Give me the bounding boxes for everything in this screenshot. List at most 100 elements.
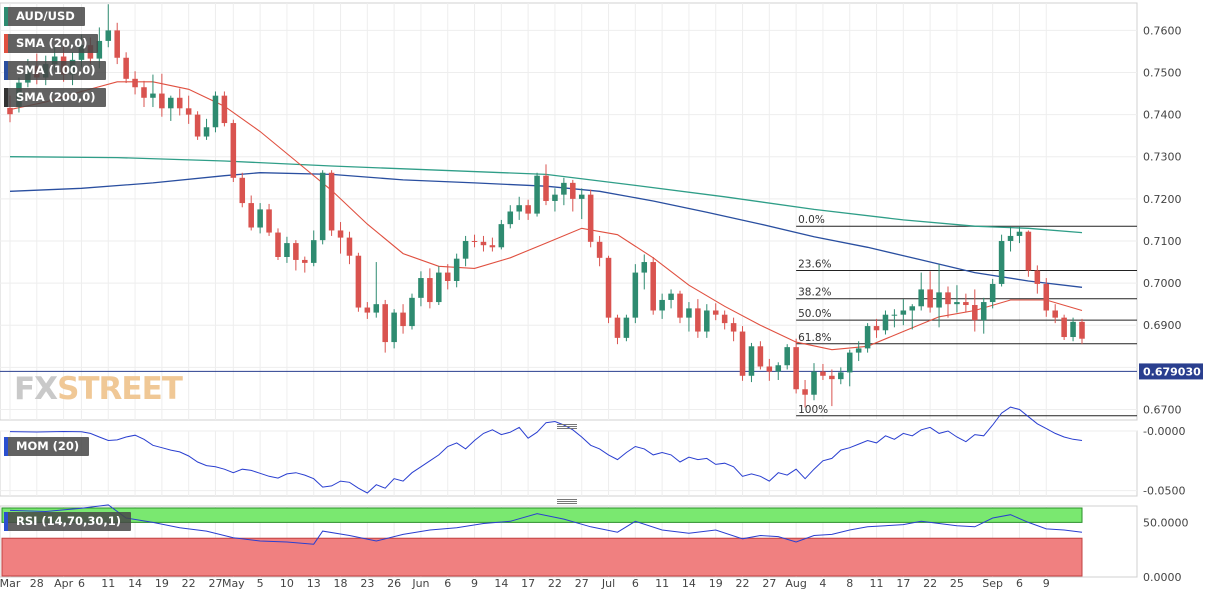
x-tick-label: 27: [208, 577, 222, 590]
legend-swatch: [4, 88, 8, 107]
gridlines: [0, 3, 1137, 577]
rsi-tick-label: 50.0000: [1143, 516, 1189, 529]
x-tick-label: 22: [548, 577, 562, 590]
candle-body: [257, 209, 263, 228]
candle-body: [293, 243, 299, 260]
sma-200-line: [9, 156, 1083, 234]
watermark-fx: FX: [14, 371, 58, 407]
candle-body: [203, 127, 210, 137]
fibonacci-levels: 0.0% 23.6% 38.2% 50.0% 61.8% 100%: [0, 214, 1137, 417]
legend-sma-200[interactable]: SMA (200,0): [4, 88, 106, 107]
price-candles: [7, 4, 1085, 408]
candle-body: [284, 243, 290, 257]
momentum-line: [9, 406, 1083, 494]
legend-swatch: [4, 437, 8, 456]
x-tick-label: 11: [870, 577, 884, 590]
candle-body: [516, 205, 522, 212]
price-tick-label: 0.7200: [1143, 193, 1182, 206]
x-tick-label: 26: [387, 577, 401, 590]
candle-body: [266, 209, 272, 233]
legend-momentum[interactable]: MOM (20): [4, 437, 90, 456]
price-tick-label: 0.7100: [1143, 235, 1182, 248]
legend-aud-usd[interactable]: AUD/USD: [4, 7, 85, 26]
x-tick-label: Jun: [411, 577, 429, 590]
x-tick-label: 27: [575, 577, 589, 590]
legend-label: AUD/USD: [16, 9, 75, 23]
candle-body: [855, 348, 862, 353]
x-tick-label: 6: [632, 577, 639, 590]
x-tick-label: 28: [30, 577, 44, 590]
candle-body: [132, 78, 138, 88]
candle-body: [310, 240, 317, 263]
candle-body: [766, 366, 773, 372]
candle-body: [382, 304, 388, 343]
panel-resize-handle[interactable]: [557, 499, 577, 504]
candle-body: [989, 283, 996, 303]
candle-body: [51, 56, 58, 65]
x-tick-label: 13: [307, 577, 321, 590]
candle-body: [596, 241, 603, 258]
candle-body: [623, 317, 630, 338]
candle-body: [730, 323, 737, 332]
candle-body: [811, 371, 817, 395]
legend-rsi[interactable]: RSI (14,70,30,1): [4, 512, 132, 531]
legend-sma-100[interactable]: SMA (100,0): [4, 61, 106, 80]
fib-level-label: 50.0%: [798, 308, 831, 320]
candle-body: [891, 314, 898, 316]
momentum-panel-frame: [0, 430, 1138, 497]
candle-body: [114, 30, 120, 58]
candle-body: [587, 194, 594, 242]
candle-body: [704, 310, 710, 332]
x-tick-label: 14: [128, 577, 142, 590]
candle-body: [427, 278, 433, 303]
x-tick-label: 17: [521, 577, 535, 590]
axes: 0.7600 0.7500 0.7400 0.7300 0.7200 0.7100 0.70…: [0, 24, 1203, 590]
candle-body: [757, 346, 764, 367]
candle-body: [185, 108, 192, 115]
candle-body: [489, 245, 496, 248]
candle-body: [462, 240, 469, 259]
x-tick-label: 22: [923, 577, 937, 590]
candle-body: [909, 306, 916, 311]
candle-body: [221, 95, 228, 124]
price-tick-label: 0.6700: [1143, 403, 1182, 416]
x-tick-label: 22: [182, 577, 196, 590]
x-tick-label: 6: [1016, 577, 1023, 590]
x-tick-label: 17: [896, 577, 910, 590]
rsi-tick-label: 0.0000: [1143, 571, 1182, 584]
candle-body: [302, 259, 308, 263]
candle-body: [695, 308, 701, 332]
candle-body: [1025, 231, 1032, 271]
candle-body: [1070, 321, 1076, 338]
candle-body: [409, 297, 415, 327]
price-tick-label: 0.7000: [1143, 277, 1182, 290]
price-tick-label: 0.6900: [1143, 319, 1182, 332]
price-tick-label: 0.7300: [1143, 151, 1182, 164]
x-tick-label: 9: [471, 577, 478, 590]
rsi-panel: [1, 504, 1083, 577]
candle-body: [141, 87, 147, 98]
candle-body: [802, 389, 808, 395]
candle-body: [230, 123, 237, 178]
candle-body: [677, 293, 683, 318]
rsi-oversold-zone: [1, 537, 1083, 577]
price-panel-frame: [0, 2, 1138, 421]
x-tick-label: Mar: [0, 577, 21, 590]
candle-body: [1079, 321, 1085, 339]
x-tick-label: 22: [736, 577, 750, 590]
candle-body: [998, 240, 1005, 284]
candle-body: [954, 302, 960, 305]
candle-body: [829, 375, 835, 380]
legend-label: RSI (14,70,30,1): [16, 514, 122, 528]
candle-body: [105, 30, 112, 41]
legend-sma-20[interactable]: SMA (20,0): [4, 34, 98, 53]
x-tick-label: May: [222, 577, 245, 590]
panel-resize-handle[interactable]: [557, 424, 577, 429]
candle-body: [1034, 270, 1041, 284]
candle-body: [337, 230, 344, 238]
candle-body: [194, 114, 201, 137]
moving-averages: [9, 81, 1083, 351]
candle-body: [391, 312, 397, 343]
candle-body: [168, 97, 174, 109]
